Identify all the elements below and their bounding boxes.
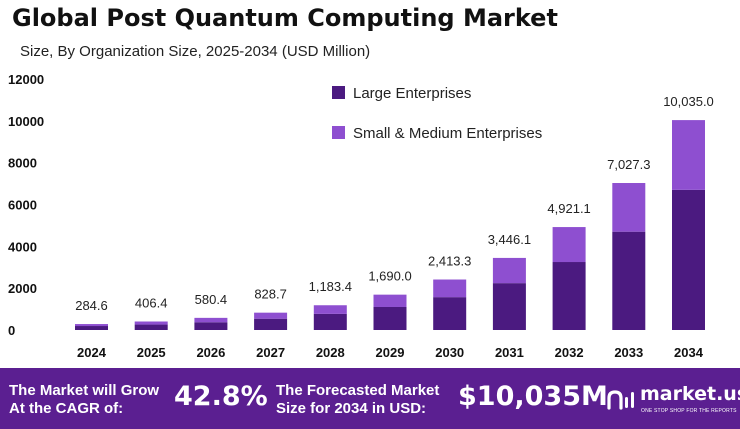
bar-segment-small-medium-enterprises-2025 [134,321,168,325]
legend-label-small-medium-enterprises: Small & Medium Enterprises [353,125,542,142]
y-axis: 0 2000 4000 6000 8000 10000 12000 [8,72,44,338]
brand-name: market.us [640,383,740,405]
data-label-2031: 3,446.1 [488,232,531,247]
x-tick-label-2030: 2030 [435,345,464,360]
forecast-value: $10,035M [458,381,608,412]
x-tick-label-2026: 2026 [196,345,225,360]
stacked-bar-chart: 0 2000 4000 6000 8000 10000 12000 284.6 406.4 58… [8,72,714,360]
x-tick-label-2032: 2032 [555,345,584,360]
bar-segment-large-enterprises-2025 [134,324,168,330]
data-label-2033: 7,027.3 [607,157,650,172]
x-tick-label-2034: 2034 [674,345,704,360]
bar-segment-small-medium-enterprises-2031 [492,257,526,284]
bar-segment-large-enterprises-2024 [75,326,108,330]
footer-banner: The Market will Grow At the CAGR of: 42.… [0,368,740,429]
data-label-2029: 1,690.0 [368,269,411,284]
bar-segment-small-medium-enterprises-2026 [194,317,228,323]
x-tick-label-2025: 2025 [137,345,166,360]
bar-segment-small-medium-enterprises-2033 [612,183,646,232]
bar-segment-large-enterprises-2031 [492,283,526,330]
x-tick-label-2024: 2024 [77,345,107,360]
legend-swatch-small-medium-enterprises [332,126,345,139]
data-label-2028: 1,183.4 [309,279,352,294]
brand-tagline: ONE STOP SHOP FOR THE REPORTS [641,408,737,414]
forecast-label-line2: Size for 2034 in USD: [276,400,427,417]
y-tick-label: 2000 [8,281,37,296]
x-tick-label-2029: 2029 [376,345,405,360]
bar-segment-large-enterprises-2028 [313,313,347,330]
market-us-logo-icon [607,390,634,410]
bar-segment-small-medium-enterprises-2024 [75,324,108,327]
cagr-label-line2: At the CAGR of: [9,400,124,417]
bar-segment-small-medium-enterprises-2034 [672,120,705,190]
bar-segment-large-enterprises-2027 [254,318,288,330]
cagr-value: 42.8% [174,381,268,412]
data-label-2025: 406.4 [135,295,168,310]
forecast-label: The Forecasted Market Size for 2034 in U… [276,382,439,418]
legend-label-large-enterprises: Large Enterprises [353,85,471,102]
data-label-2026: 580.4 [195,292,228,307]
forecast-label-line1: The Forecasted Market [276,382,440,399]
y-tick-label: 4000 [8,239,37,254]
data-label-2034: 10,035.0 [663,94,714,109]
x-axis: 2024 2025 2026 2027 2028 2029 2030 2031 2032 2033… [77,345,704,360]
chart-title: Global Post Quantum Computing Market [12,4,558,32]
bars: 284.6 406.4 580.4 828.7 1,183.4 1,690.0 2,413.… [75,94,714,330]
bar-segment-small-medium-enterprises-2027 [254,312,288,319]
data-label-2032: 4,921.1 [547,201,590,216]
bar-segment-large-enterprises-2030 [433,297,467,330]
bar-segment-small-medium-enterprises-2032 [552,227,586,263]
bar-segment-small-medium-enterprises-2029 [373,294,407,307]
data-label-2027: 828.7 [254,287,287,302]
legend-swatch-large-enterprises [332,86,345,99]
bar-segment-small-medium-enterprises-2028 [313,305,347,314]
chart-subtitle: Size, By Organization Size, 2025-2034 (U… [20,43,371,60]
bar-segment-large-enterprises-2026 [194,322,228,330]
data-label-2024: 284.6 [75,298,108,313]
bar-segment-large-enterprises-2032 [552,262,586,330]
x-tick-label-2028: 2028 [316,345,345,360]
y-tick-label: 8000 [8,156,37,171]
x-tick-label-2031: 2031 [495,345,524,360]
y-tick-label: 0 [8,323,15,338]
bar-segment-large-enterprises-2029 [373,306,407,330]
legend: Large Enterprises Small & Medium Enterpr… [332,85,542,142]
y-tick-label: 12000 [8,72,44,87]
y-tick-label: 6000 [8,198,37,213]
bar-segment-large-enterprises-2034 [672,189,705,330]
cagr-label: The Market will Grow At the CAGR of: [9,382,159,418]
x-tick-label-2027: 2027 [256,345,285,360]
bar-segment-large-enterprises-2033 [612,231,646,330]
x-tick-label-2033: 2033 [614,345,643,360]
cagr-label-line1: The Market will Grow [9,382,160,399]
y-tick-label: 10000 [8,114,44,129]
data-label-2030: 2,413.3 [428,254,471,269]
bar-segment-small-medium-enterprises-2030 [433,279,467,298]
